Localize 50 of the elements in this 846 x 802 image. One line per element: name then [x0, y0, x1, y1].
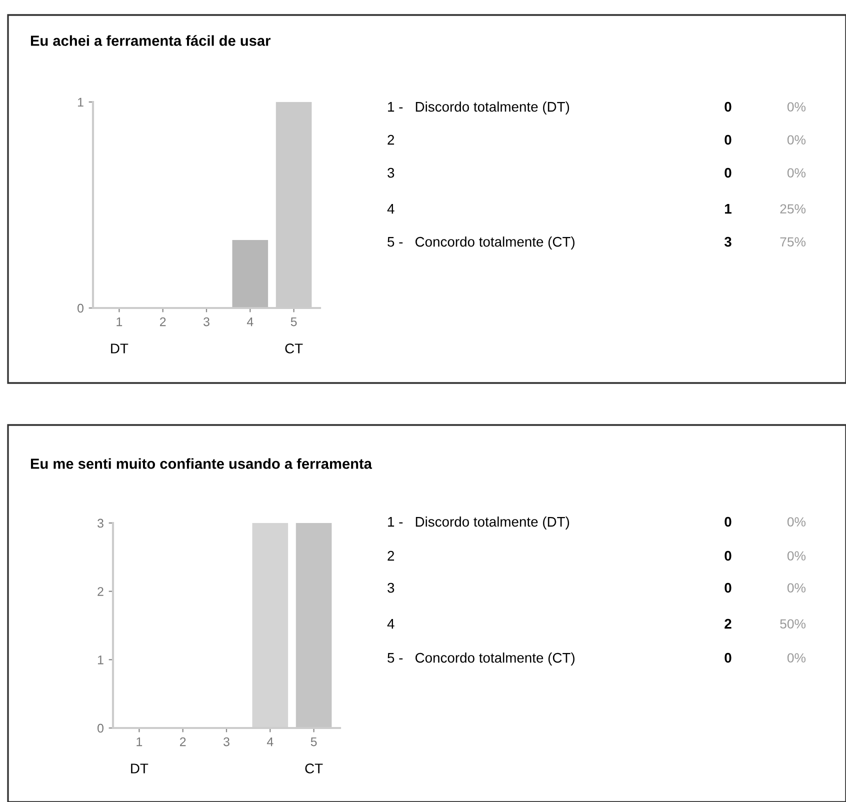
text: 0 — [724, 102, 732, 112]
text: 3 — [724, 236, 732, 247]
y-tick-label: 3 — [98, 518, 104, 528]
text: 0% — [787, 135, 806, 145]
text: 0 — [724, 134, 732, 145]
x-tick-label: 2 — [160, 317, 166, 326]
text: 0 — [724, 582, 732, 593]
text: 0% — [787, 583, 806, 593]
text: CT — [305, 764, 323, 774]
x-tick-label: 1 — [116, 317, 122, 326]
chart-title: Eu me senti muito confiante usando a ferramenta — [30, 458, 372, 469]
text: 1 - Discordo totalmente (DT) — [388, 516, 570, 530]
x-tick-label: 2 — [180, 737, 186, 746]
text: 3 — [388, 168, 394, 178]
text: 50% — [780, 619, 806, 629]
text: 2 — [388, 550, 394, 561]
text: DT — [111, 344, 128, 354]
text: 3 — [388, 582, 394, 593]
text: 0 — [724, 516, 732, 527]
text: 25% — [780, 204, 806, 214]
text: 4 — [387, 619, 394, 629]
x-tick-label: 5 — [290, 317, 297, 326]
text: 4 — [387, 204, 394, 214]
y-tick-label: 0 — [98, 724, 104, 733]
text: 1 - Discordo totalmente (DT) — [388, 102, 570, 114]
text: 2 — [388, 134, 394, 145]
text: 0 — [724, 652, 732, 663]
y-tick-label: 1 — [98, 656, 104, 664]
chart-title: Eu achei a ferramenta fácil de usar — [30, 35, 271, 46]
x-tick-label: 3 — [224, 737, 230, 746]
text: 75% — [780, 237, 806, 247]
text: 2 — [724, 618, 732, 629]
text: 5 - Concordo totalmente (CT) — [388, 236, 574, 250]
text: 1 — [725, 204, 732, 214]
text: DT — [131, 764, 148, 774]
text: 0 — [724, 550, 732, 561]
x-tick-label: 4 — [246, 317, 254, 326]
x-tick-label: 3 — [204, 317, 210, 326]
text: 0 — [724, 168, 732, 178]
text: 0% — [787, 102, 806, 112]
x-tick-label: 1 — [136, 737, 142, 746]
y-tick-label: 2 — [98, 587, 104, 596]
x-tick-label: 5 — [310, 737, 317, 746]
text: 5 - Concordo totalmente (CT) — [388, 652, 574, 666]
text: 0% — [787, 551, 806, 561]
text: 0% — [787, 517, 806, 527]
text: 0% — [787, 168, 806, 178]
x-tick-label: 4 — [266, 737, 274, 746]
text: 0% — [787, 653, 806, 663]
text: CT — [285, 344, 303, 354]
